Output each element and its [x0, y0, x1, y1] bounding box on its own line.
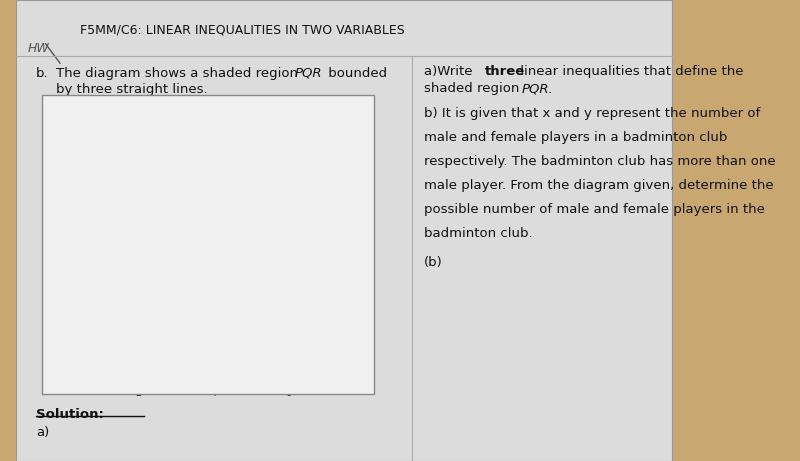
Text: 0: 0 [48, 387, 54, 396]
Text: by three straight lines.: by three straight lines. [56, 83, 208, 96]
Text: bounded: bounded [324, 67, 387, 80]
Text: three: three [485, 65, 525, 78]
Text: 6: 6 [46, 166, 52, 177]
Text: Q: Q [269, 160, 278, 170]
Text: PQR.: PQR. [522, 82, 554, 95]
Text: 4: 4 [210, 388, 217, 398]
Text: (b): (b) [424, 256, 442, 269]
Text: 4: 4 [46, 234, 52, 244]
Text: y = x: y = x [319, 119, 346, 129]
Text: Solution:: Solution: [36, 408, 104, 421]
Text: b.: b. [36, 67, 49, 80]
Text: male and female players in a badminton club: male and female players in a badminton c… [424, 131, 727, 144]
Text: 2: 2 [46, 302, 52, 312]
Text: respectively. The badminton club has more than one: respectively. The badminton club has mor… [424, 155, 776, 168]
Polygon shape [63, 171, 289, 341]
Text: PQR: PQR [294, 67, 322, 80]
Text: badminton club.: badminton club. [424, 227, 533, 240]
Text: HW: HW [28, 42, 50, 55]
Text: R: R [129, 344, 137, 354]
Text: shaded region: shaded region [424, 82, 524, 95]
Text: male player. From the diagram given, determine the: male player. From the diagram given, det… [424, 179, 774, 192]
Text: linear inequalities that define the: linear inequalities that define the [516, 65, 743, 78]
Text: F5MM/C6: LINEAR INEQUALITIES IN TWO VARIABLES: F5MM/C6: LINEAR INEQUALITIES IN TWO VARI… [80, 24, 405, 36]
Text: 6: 6 [286, 388, 292, 398]
Text: 0: 0 [46, 387, 52, 396]
Text: possible number of male and female players in the: possible number of male and female playe… [424, 203, 765, 216]
Text: y = ½x + 3: y = ½x + 3 [289, 141, 345, 151]
Text: a)Write: a)Write [424, 65, 477, 78]
Text: P: P [46, 268, 52, 278]
Text: a): a) [36, 426, 50, 439]
Text: 2: 2 [135, 388, 142, 398]
Text: The diagram shows a shaded region: The diagram shows a shaded region [56, 67, 302, 80]
Text: b) It is given that x and y represent the number of: b) It is given that x and y represent th… [424, 107, 760, 120]
